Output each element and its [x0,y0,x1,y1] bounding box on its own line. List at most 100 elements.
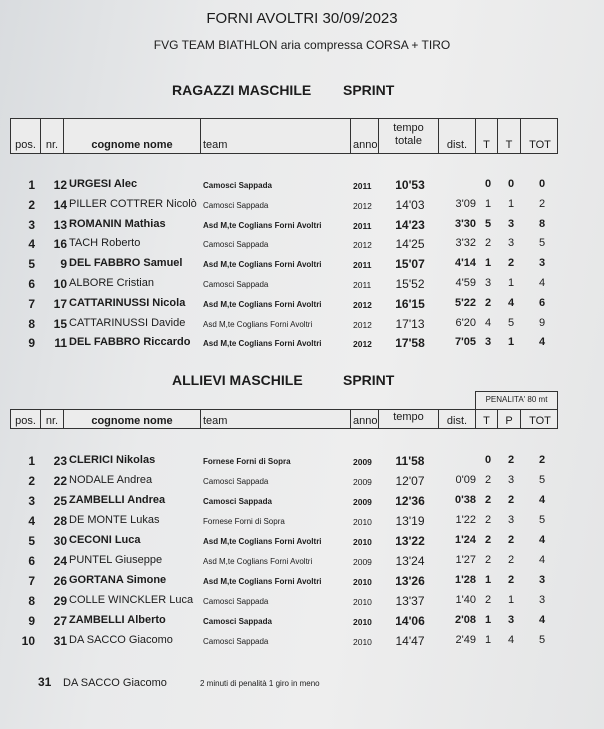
note-nr: 31 [38,675,52,689]
cell-tot: 4 [538,336,546,349]
cell-tempo: 13'22 [395,534,425,548]
cell-nr: 12 [53,178,67,192]
cell-t1: 3 [484,277,492,289]
cell-team: Asd M,te Coglians Forni Avoltri [203,260,322,270]
header-t1: T [483,415,490,427]
cell-anno: 2009 [353,457,372,467]
cell-tempo: 14'25 [395,237,425,252]
header-t2: P [505,415,513,427]
table-row: 3 25 ZAMBELLI Andrea Camosci Sappada 2009 12'… [10,492,558,510]
section-type: SPRINT [343,82,395,98]
cell-anno: 2009 [353,477,372,487]
cell-tot: 0 [538,178,546,190]
cell-name: CECONI Luca [69,534,141,546]
cell-anno: 2012 [353,240,372,251]
cell-t2: 2 [507,454,515,466]
header-tempo: totale [395,135,422,147]
table-row: 7 26 GORTANA Simone Asd M,te Coglians Forni… [10,572,558,590]
cell-t1: 2 [484,534,492,546]
cell-name: DEL FABBRO Samuel [69,257,183,270]
cell-tempo: 12'07 [395,474,425,488]
cell-tempo: 13'24 [395,554,425,568]
cell-t1: 0 [484,178,492,190]
cell-name: PUNTEL Giuseppe [69,554,163,566]
cell-pos: 6 [28,277,35,291]
header-pos: pos. [15,415,36,427]
page-title: FORNI AVOLTRI 30/09/2023 [206,10,398,27]
cell-anno: 2010 [353,597,372,607]
table-row: 6 10 ALBORE Cristian Camosci Sappada 2011 15'… [10,275,558,293]
cell-nr: 29 [53,594,67,608]
cell-t2: 5 [507,316,515,329]
cell-anno: 2011 [353,181,372,191]
cell-dist: 3'32 [455,237,476,250]
cell-name: CATTARINUSSI Davide [69,316,186,329]
cell-nr: 15 [53,316,67,331]
cell-dist: 5'22 [455,296,476,309]
cell-team: Camosci Sappada [203,280,269,289]
cell-name: ZAMBELLI Alberto [69,614,166,626]
cell-t2: 2 [507,257,515,270]
cell-name: ROMANIN Mathias [69,217,166,230]
cell-tempo: 13'19 [395,514,425,528]
cell-t2: 4 [507,296,515,309]
cell-t2: 2 [507,574,515,586]
cell-team: Asd M,te Coglians Forni Avoltri [203,220,322,230]
cell-anno: 2010 [353,637,372,647]
cell-tot: 2 [538,454,546,466]
cell-dist: 1'24 [455,534,476,546]
cell-tempo: 11'58 [395,454,425,468]
cell-t2: 2 [507,494,515,506]
cell-team: Camosci Sappada [203,637,269,646]
cell-dist: 1'22 [455,514,476,526]
header-tempo-top: tempo [393,122,424,134]
cell-pos: 1 [28,454,35,468]
cell-t1: 5 [484,217,492,230]
cell-nr: 11 [54,336,67,351]
cell-team: Camosci Sappada [203,181,272,190]
cell-tot: 6 [538,296,546,309]
cell-team: Camosci Sappada [203,497,272,506]
cell-nr: 28 [53,514,67,528]
cell-tot: 8 [538,217,546,230]
table-row: 1 23 CLERICI Nikolas Fornese Forni di Sopra… [10,452,558,470]
cell-team: Fornese Forni di Sopra [203,517,285,526]
header-nr: nr. [45,139,59,151]
cell-pos: 6 [28,554,35,568]
cell-t1: 2 [484,594,492,606]
cell-tot: 5 [538,634,546,646]
cell-t2: 2 [507,554,515,566]
cell-pos: 9 [28,614,35,628]
header-dist: dist. [446,139,468,151]
cell-anno: 2011 [353,260,372,271]
cell-team: Asd M,te Coglians Forni Avoltri [203,577,322,586]
cell-team: Camosci Sappada [203,240,269,250]
table-row: 8 29 COLLE WINCKLER Luca Camosci Sappada 201… [10,592,558,610]
cell-tot: 3 [538,594,546,606]
cell-t2: 1 [507,594,515,606]
cell-t1: 1 [484,574,492,586]
cell-tempo: 16'15 [395,296,425,311]
cell-nr: 22 [53,474,67,488]
cell-nr: 14 [53,197,67,212]
cell-team: Camosci Sappada [203,200,269,210]
header-name: cognome nome [91,139,173,151]
cell-t2: 3 [507,217,515,230]
header-anno: anno [353,415,378,427]
cell-nr: 17 [53,296,67,311]
cell-t2: 3 [507,514,515,526]
cell-nr: 13 [53,217,67,232]
header-team: team [203,415,228,427]
cell-t2: 3 [507,614,515,626]
cell-pos: 2 [28,197,35,212]
cell-tempo: 17'13 [395,316,425,331]
cell-pos: 3 [28,217,35,232]
cell-tot: 5 [538,514,546,526]
cell-nr: 26 [53,574,67,588]
cell-nr: 24 [53,554,67,568]
cell-tot: 5 [538,237,546,250]
cell-dist: 3'09 [455,197,476,210]
table-row: 9 27 ZAMBELLI Alberto Camosci Sappada 2010 14… [10,612,558,630]
cell-anno: 2009 [353,497,372,507]
cell-dist: 2'08 [455,614,476,626]
